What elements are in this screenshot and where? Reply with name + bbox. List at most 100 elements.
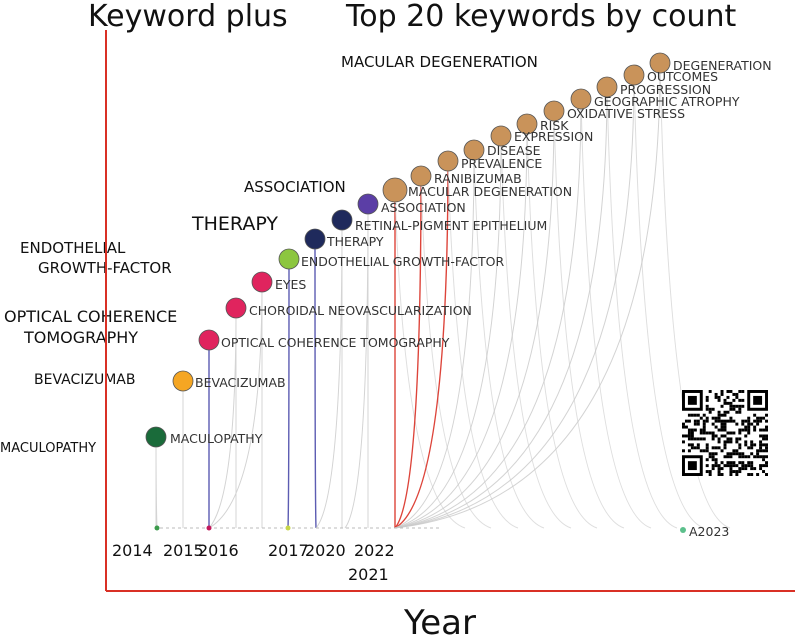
keyword-label: EXPRESSION [514, 129, 593, 144]
qr-module [717, 467, 721, 471]
qr-module [753, 455, 757, 459]
headline-label: MACULOPATHY [0, 441, 96, 456]
link-line [394, 74, 635, 529]
qr-module [705, 395, 709, 399]
qr-module [720, 461, 724, 465]
qr-module [738, 470, 742, 474]
qr-module [723, 401, 727, 405]
qr-module [682, 449, 685, 453]
link-line [344, 203, 369, 529]
qr-module [720, 390, 724, 393]
qr-module [705, 458, 709, 462]
qr-module [747, 446, 751, 450]
qr-module [705, 431, 709, 435]
qr-module [687, 437, 691, 441]
link-tail [633, 74, 705, 529]
qr-module [702, 413, 706, 417]
keyword-node [304, 228, 326, 250]
headline-label: ENDOTHELIAL [20, 239, 126, 257]
qr-module [750, 452, 754, 456]
qr-module [696, 446, 700, 450]
qr-module [714, 458, 718, 462]
keyword-label: BEVACIZUMAB [195, 375, 286, 390]
qr-module [762, 416, 766, 420]
qr-module [693, 422, 697, 426]
qr-module [732, 398, 736, 402]
keyword-node [357, 193, 379, 215]
qr-module [735, 449, 739, 453]
qr-module [714, 419, 718, 423]
qr-module [756, 419, 760, 423]
qr-module [705, 419, 709, 423]
year-tick-label: 2020 [305, 541, 346, 560]
qr-module [735, 410, 739, 414]
qr-module [738, 467, 742, 471]
qr-module [711, 455, 715, 459]
link-tail [606, 86, 678, 529]
year-tick-label: 2015 [163, 541, 204, 560]
keyword-label: OPTICAL COHERENCE TOMOGRAPHY [221, 335, 450, 350]
qr-module [684, 425, 688, 429]
qr-module [711, 437, 715, 441]
year-tick-label: 2016 [198, 541, 239, 560]
qr-module [708, 407, 712, 411]
qr-module [732, 407, 736, 411]
qr-module [738, 446, 742, 450]
keyword-node [437, 150, 459, 172]
qr-module [738, 443, 742, 447]
qr-module [723, 446, 727, 450]
qr-module [735, 440, 739, 444]
qr-module [693, 428, 697, 432]
qr-module [750, 422, 754, 426]
qr-module [714, 395, 718, 399]
qr-module [723, 455, 727, 459]
qr-module [732, 452, 736, 456]
qr-module [699, 431, 703, 435]
qr-module [708, 452, 712, 456]
year-tick-label: 2022 [354, 541, 395, 560]
keyword-node [225, 297, 247, 319]
qr-module [729, 431, 733, 435]
qr-module [729, 416, 733, 420]
keyword-node [623, 64, 645, 86]
year-dot [154, 525, 160, 531]
qr-module [738, 437, 742, 441]
keyword-label: CHOROIDAL NEOVASCULARIZATION [249, 303, 472, 318]
qr-module [729, 440, 733, 444]
qr-module [726, 431, 730, 435]
keyword-node [331, 209, 353, 231]
keyword-node [278, 248, 300, 270]
qr-module [759, 455, 763, 459]
qr-module [723, 413, 727, 417]
qr-module [726, 410, 730, 414]
qr-module [732, 404, 736, 408]
qr-module [720, 449, 724, 453]
qr-module [759, 434, 763, 438]
link-tail [500, 135, 572, 529]
qr-module [708, 470, 712, 474]
qr-module [747, 464, 751, 468]
qr-module [723, 464, 727, 468]
link-tail [580, 98, 652, 529]
qr-module [732, 419, 736, 423]
qr-module [705, 449, 709, 453]
link-line [394, 86, 608, 529]
qr-module [741, 390, 745, 393]
qr-module [723, 428, 727, 432]
qr-module [765, 425, 768, 429]
qr-module [717, 395, 721, 399]
qr-module [720, 473, 724, 476]
link-line [394, 110, 555, 529]
keyword-label: PROGRESSION [620, 82, 711, 97]
qr-module [765, 473, 768, 476]
qr-module [753, 425, 757, 429]
qr-module [702, 428, 706, 432]
qr-module [762, 434, 766, 438]
qr-module [735, 392, 739, 396]
axes [105, 30, 795, 592]
year-tick-label: 2014 [112, 541, 153, 560]
keyword-label: ASSOCIATION [381, 200, 466, 215]
qr-module [738, 431, 742, 435]
